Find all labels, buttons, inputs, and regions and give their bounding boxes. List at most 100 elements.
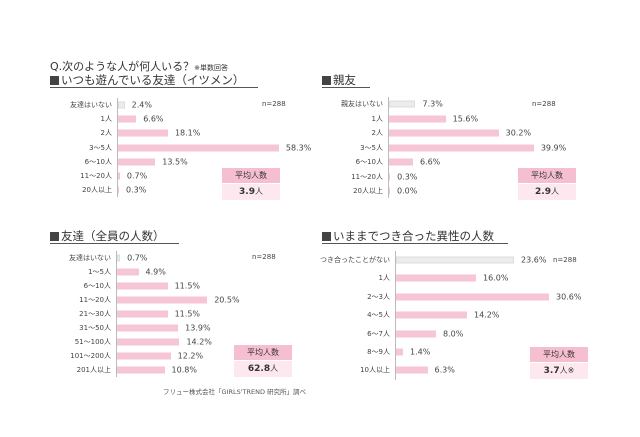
bar — [118, 129, 168, 137]
bar — [389, 187, 390, 195]
value-label: 6.6% — [419, 157, 441, 167]
bar — [117, 268, 139, 276]
value-label: 0.3% — [126, 185, 147, 195]
sample-size: n=288 — [553, 256, 577, 264]
bar — [389, 173, 391, 180]
bar — [117, 282, 168, 290]
bar — [118, 172, 120, 180]
category-label: 31〜50人 — [79, 324, 111, 332]
average-number: 3.9 — [239, 187, 255, 197]
category-label: 3〜5人 — [360, 143, 383, 152]
axis-line — [117, 97, 118, 198]
value-label: 30.6% — [556, 292, 582, 302]
category-label: 6〜10人 — [355, 158, 383, 166]
bar — [118, 115, 137, 123]
category-label: 1人 — [371, 114, 383, 123]
sample-size: n=288 — [532, 100, 556, 108]
chart-title: いままでつき合った異性の人数 — [322, 229, 508, 244]
category-label: 21〜30人 — [79, 310, 111, 318]
bar — [118, 144, 279, 152]
value-label: 0.7% — [127, 253, 148, 263]
question-note: ※単数回答 — [194, 64, 229, 72]
value-label: 7.3% — [422, 99, 443, 109]
source-footer: フリュー株式会社「GIRLS'TREND 研究所」調べ — [163, 388, 307, 396]
value-label: 0.7% — [126, 171, 148, 181]
average-unit: 人※ — [559, 366, 575, 375]
category-label: 6〜10人 — [83, 282, 111, 290]
bar — [396, 311, 467, 319]
category-label: 親友はいない — [341, 100, 383, 108]
average-unit: 人 — [254, 187, 263, 196]
value-label: 11.5% — [174, 281, 201, 291]
category-label: つき合ったことがない — [320, 256, 390, 264]
value-label: 18.1% — [174, 128, 201, 138]
average-header: 平均人数 — [234, 345, 292, 360]
value-label: 6.6% — [143, 114, 164, 124]
value-label: 0.3% — [397, 172, 418, 181]
value-label: 12.2% — [177, 351, 204, 361]
value-label: 1.4% — [410, 347, 431, 357]
category-label: 友達はいない — [70, 101, 112, 109]
value-label: 39.9% — [540, 143, 567, 152]
bar — [396, 330, 436, 338]
average-value: 2.9人 — [518, 184, 576, 200]
bar — [389, 144, 534, 151]
category-label: 8〜9人 — [367, 348, 390, 356]
value-label: 30.2% — [505, 128, 532, 138]
category-label: 4〜5人 — [367, 311, 390, 320]
category-label: 10人以上 — [360, 366, 390, 375]
average-header: 平均人数 — [530, 347, 588, 362]
question-text: Q.次のような人が何人いる？ — [50, 60, 195, 73]
bar — [118, 101, 125, 109]
bar — [389, 115, 446, 122]
average-box: 平均人数 3.9人 — [222, 168, 280, 200]
bar — [396, 274, 476, 282]
value-label: 0.0% — [397, 186, 418, 196]
category-label: 11〜20人 — [79, 296, 111, 304]
value-label: 16.0% — [483, 273, 509, 283]
bar — [117, 254, 121, 262]
value-label: 2.4% — [131, 100, 152, 110]
average-header: 平均人数 — [518, 168, 576, 183]
bar — [118, 158, 156, 166]
chart-title: いつも遊んでいる友達（イツメン） — [50, 73, 259, 88]
category-label: 2人 — [100, 129, 112, 138]
average-value: 3.9人 — [222, 184, 280, 200]
average-box: 平均人数 2.9人 — [518, 168, 576, 200]
value-label: 14.2% — [186, 337, 212, 347]
value-label: 13.5% — [162, 157, 188, 167]
category-label: 友達はいない — [69, 254, 111, 262]
average-value: 62.8人 — [234, 361, 292, 377]
sample-size: n=288 — [252, 253, 276, 261]
category-label: 201人以上 — [76, 366, 111, 374]
category-label: 6〜7人 — [367, 329, 390, 338]
axis-line — [395, 250, 396, 380]
category-label: 11〜20人 — [351, 172, 383, 181]
bar — [389, 158, 413, 166]
value-label: 11.5% — [174, 309, 201, 319]
category-label: 101〜200人 — [70, 352, 111, 360]
category-label: 51〜100人 — [74, 338, 111, 346]
value-label: 13.9% — [185, 323, 211, 333]
average-value: 3.7人※ — [530, 363, 588, 379]
value-label: 23.6% — [521, 255, 547, 265]
average-number: 2.9 — [535, 187, 551, 197]
category-label: 1人 — [378, 274, 390, 283]
bar — [389, 129, 499, 137]
bar — [117, 338, 180, 346]
category-label: 2〜3人 — [367, 292, 390, 301]
bar — [117, 296, 208, 304]
bar — [117, 352, 171, 360]
value-label: 10.8% — [171, 365, 197, 375]
bar — [117, 324, 179, 332]
chart-title: 親友 — [322, 73, 370, 88]
category-label: 1〜5人 — [88, 268, 111, 276]
bar — [118, 186, 119, 194]
category-label: 1人 — [100, 115, 112, 124]
value-label: 20.5% — [214, 295, 240, 305]
chart-title: 友達（全員の人数） — [50, 229, 179, 244]
average-number: 3.7 — [543, 366, 560, 376]
average-box: 平均人数 3.7人※ — [530, 347, 588, 379]
bar — [117, 310, 168, 318]
